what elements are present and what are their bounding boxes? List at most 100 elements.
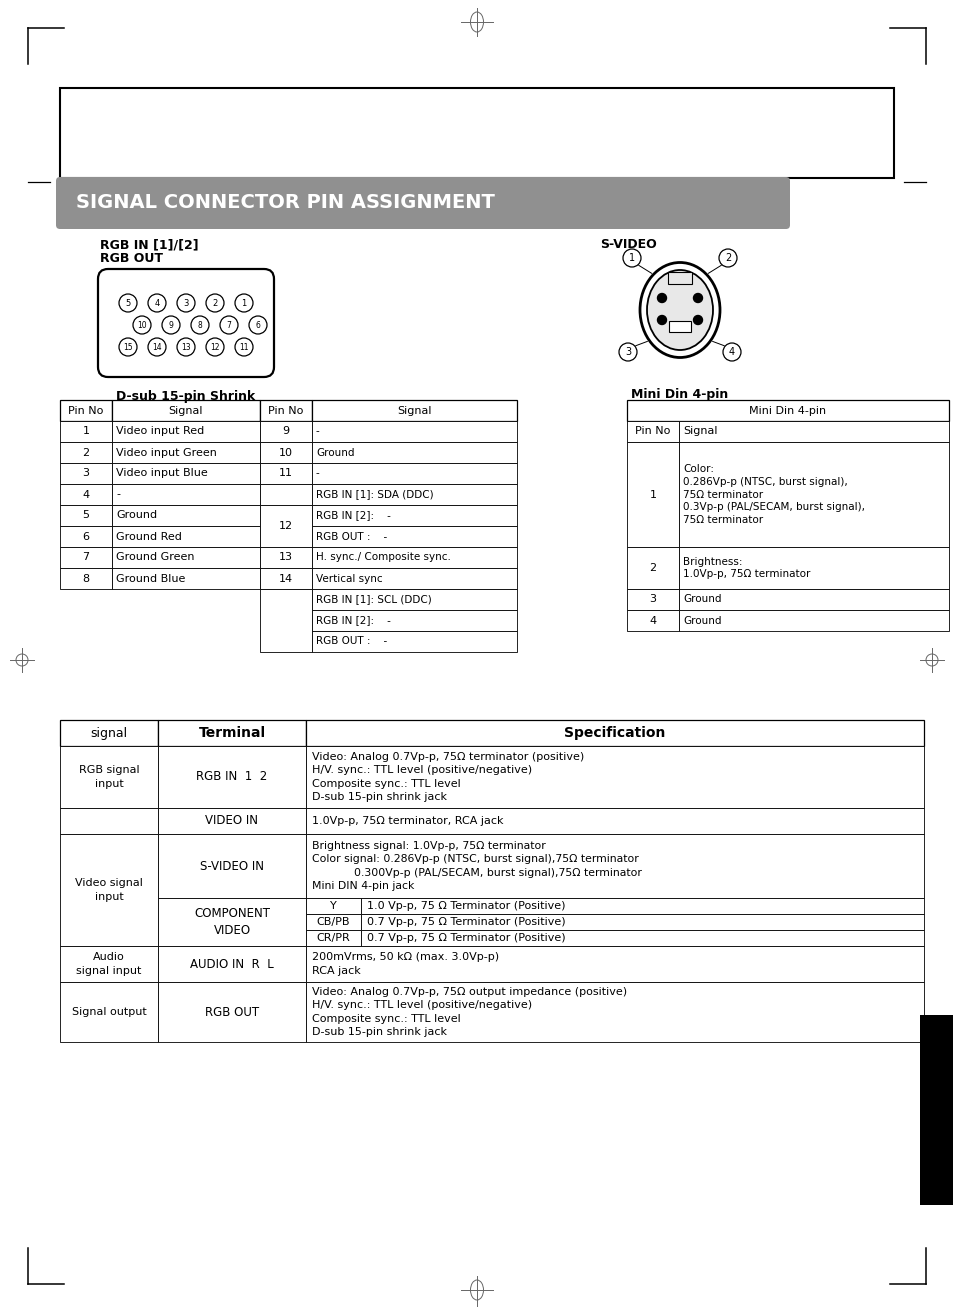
Text: Signal: Signal — [169, 405, 203, 416]
Text: Video input Red: Video input Red — [116, 426, 204, 437]
Ellipse shape — [646, 270, 712, 350]
Text: 1: 1 — [649, 489, 656, 500]
Text: 10: 10 — [278, 447, 293, 458]
Text: S-VIDEO: S-VIDEO — [599, 237, 656, 251]
Text: 14: 14 — [278, 573, 293, 584]
Text: Vertical sync: Vertical sync — [315, 573, 382, 584]
Text: 0.7 Vp-p, 75 Ω Terminator (Positive): 0.7 Vp-p, 75 Ω Terminator (Positive) — [367, 933, 565, 943]
Bar — [60, 442, 112, 463]
Text: RGB IN [2]:    -: RGB IN [2]: - — [315, 615, 391, 626]
Text: 6: 6 — [255, 320, 260, 329]
Bar — [260, 442, 312, 463]
Bar — [360, 914, 923, 930]
Text: Video input Green: Video input Green — [116, 447, 216, 458]
Text: 3: 3 — [624, 346, 630, 357]
Bar — [312, 589, 517, 610]
Text: VIDEO IN: VIDEO IN — [205, 815, 258, 828]
Bar — [60, 463, 112, 484]
Text: 5: 5 — [125, 299, 131, 307]
Bar — [60, 421, 112, 442]
Bar — [312, 526, 517, 547]
Text: Ground Blue: Ground Blue — [116, 573, 185, 584]
Text: CR/PR: CR/PR — [316, 933, 350, 943]
Bar — [919, 1015, 953, 1204]
Bar — [679, 547, 948, 589]
Bar — [306, 808, 923, 834]
Bar — [679, 589, 948, 610]
Bar — [306, 720, 923, 747]
Text: Video signal
input: Video signal input — [75, 879, 143, 901]
Bar — [626, 610, 679, 631]
Text: 12: 12 — [210, 342, 219, 352]
Text: Ground: Ground — [682, 615, 720, 626]
Text: SIGNAL CONNECTOR PIN ASSIGNMENT: SIGNAL CONNECTOR PIN ASSIGNMENT — [76, 193, 495, 213]
Circle shape — [657, 315, 666, 324]
Bar — [306, 981, 923, 1042]
Circle shape — [693, 294, 701, 303]
Text: Signal: Signal — [682, 426, 717, 437]
Bar — [112, 463, 260, 484]
Text: 11: 11 — [239, 342, 249, 352]
Text: Pin No: Pin No — [268, 405, 303, 416]
Bar — [260, 400, 312, 421]
Text: Ground Green: Ground Green — [116, 552, 194, 563]
Text: Pin No: Pin No — [69, 405, 104, 416]
Text: RGB OUT: RGB OUT — [100, 252, 163, 265]
Bar — [60, 484, 112, 505]
Bar — [60, 808, 158, 834]
FancyBboxPatch shape — [98, 269, 274, 377]
Bar — [112, 505, 260, 526]
Bar — [112, 526, 260, 547]
Bar — [306, 930, 360, 946]
Text: RGB OUT :    -: RGB OUT : - — [315, 531, 387, 542]
Bar — [312, 505, 517, 526]
Bar — [112, 568, 260, 589]
Circle shape — [657, 294, 666, 303]
Text: RGB IN  1  2: RGB IN 1 2 — [196, 770, 268, 783]
Bar — [60, 526, 112, 547]
Bar — [158, 897, 306, 946]
Bar — [360, 930, 923, 946]
Bar — [668, 321, 690, 332]
Bar — [112, 400, 260, 421]
Bar — [158, 808, 306, 834]
Bar — [112, 442, 260, 463]
Bar — [626, 589, 679, 610]
Bar — [312, 610, 517, 631]
Text: 11: 11 — [278, 468, 293, 479]
Text: 9: 9 — [169, 320, 173, 329]
Text: Video input Blue: Video input Blue — [116, 468, 208, 479]
Text: 2: 2 — [82, 447, 90, 458]
Text: Signal output: Signal output — [71, 1008, 146, 1017]
Bar — [312, 631, 517, 652]
Text: 4: 4 — [154, 299, 159, 307]
FancyBboxPatch shape — [667, 272, 691, 283]
Bar — [312, 421, 517, 442]
Text: Brightness:
1.0Vp-p, 75Ω terminator: Brightness: 1.0Vp-p, 75Ω terminator — [682, 556, 809, 580]
Text: COMPONENT
VIDEO: COMPONENT VIDEO — [193, 907, 270, 937]
Text: Ground: Ground — [682, 594, 720, 605]
Bar — [626, 400, 948, 421]
Text: 1: 1 — [628, 253, 635, 262]
Text: Ground Red: Ground Red — [116, 531, 182, 542]
Bar — [679, 610, 948, 631]
Bar — [306, 914, 360, 930]
Text: RGB IN [1]: SDA (DDC): RGB IN [1]: SDA (DDC) — [315, 489, 434, 500]
Bar — [626, 547, 679, 589]
Text: Terminal: Terminal — [198, 726, 265, 740]
Circle shape — [693, 315, 701, 324]
Bar — [360, 897, 923, 914]
Text: 4: 4 — [82, 489, 90, 500]
Text: -: - — [116, 489, 120, 500]
Bar — [679, 442, 948, 547]
Text: CB/PB: CB/PB — [316, 917, 350, 928]
Text: 200mVrms, 50 kΩ (max. 3.0Vp-p)
RCA jack: 200mVrms, 50 kΩ (max. 3.0Vp-p) RCA jack — [312, 953, 498, 976]
Text: 2: 2 — [213, 299, 217, 307]
Bar — [60, 747, 158, 808]
Text: 1: 1 — [241, 299, 247, 307]
Text: 12: 12 — [278, 521, 293, 531]
Text: 3: 3 — [183, 299, 189, 307]
Bar — [306, 946, 923, 981]
Text: Color:
0.286Vp-p (NTSC, burst signal),
75Ω terminator
0.3Vp-p (PAL/SECAM, burst : Color: 0.286Vp-p (NTSC, burst signal), 7… — [682, 464, 864, 525]
Text: 2: 2 — [649, 563, 656, 573]
